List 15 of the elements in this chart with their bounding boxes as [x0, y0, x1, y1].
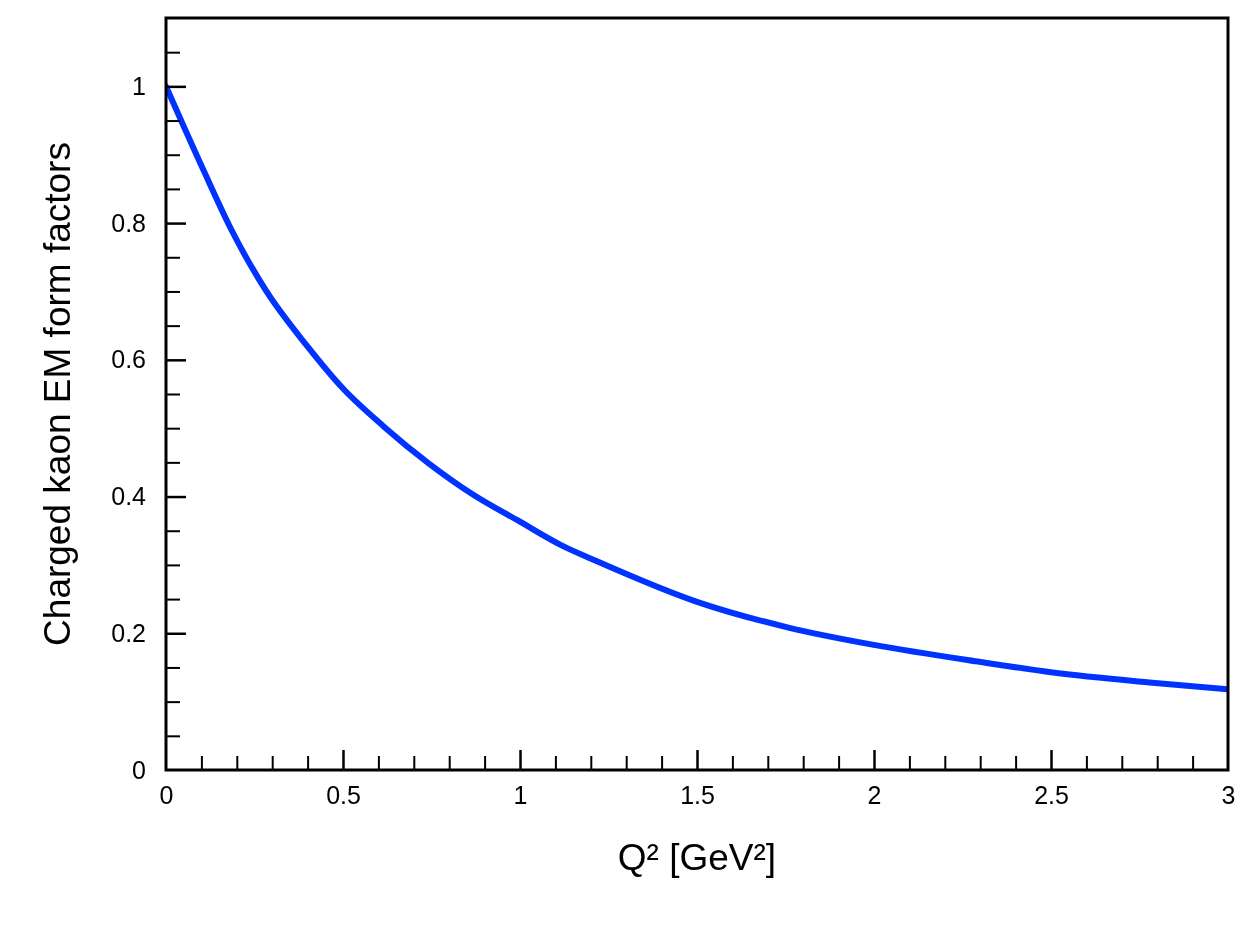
x-tick-label: 2.5: [1034, 780, 1069, 809]
x-tick-label: 1: [513, 780, 528, 809]
x-tick-label: 3: [1221, 780, 1236, 809]
y-tick-label: 0.6: [111, 345, 146, 374]
x-axis-title: Q² [GeV²]: [617, 837, 777, 878]
y-tick-label: 0.8: [111, 208, 146, 237]
x-tick-label: 0: [159, 780, 174, 809]
y-tick-label: 0.2: [111, 618, 146, 647]
x-tick-label: 1.5: [680, 780, 715, 809]
y-tick-label: 0.4: [111, 482, 147, 511]
x-tick-label: 2: [867, 780, 882, 809]
y-tick-label: 0: [132, 755, 146, 784]
y-tick-label: 1: [132, 71, 146, 100]
y-axis-title: Charged kaon EM form factors: [37, 142, 78, 646]
x-tick-label: 0.5: [326, 780, 361, 809]
